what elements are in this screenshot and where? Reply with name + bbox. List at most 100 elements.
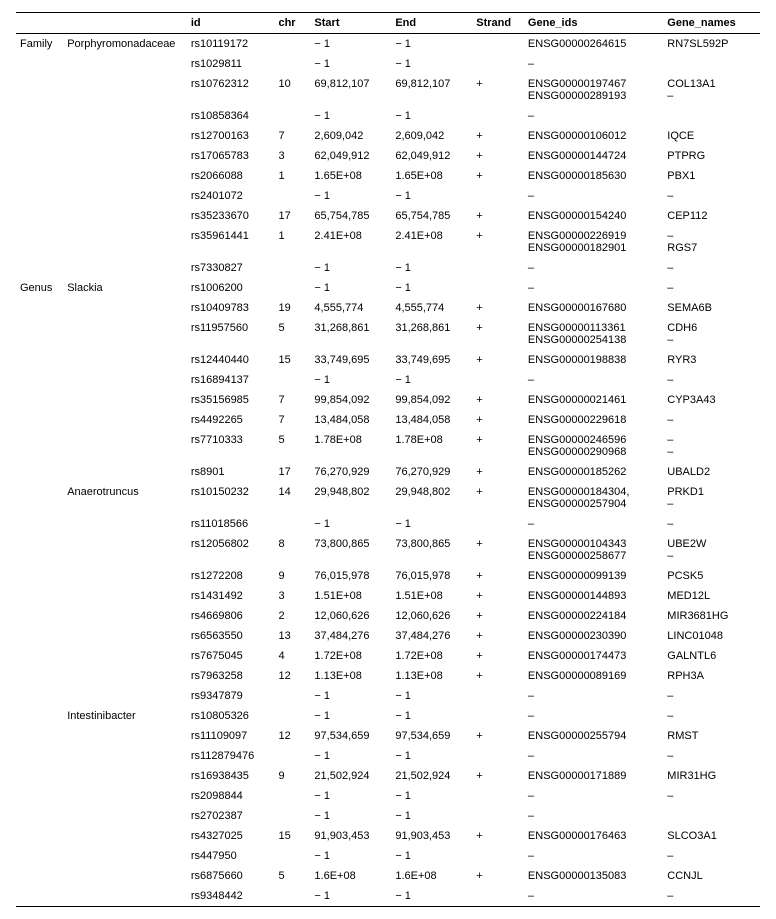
cell-level <box>16 686 63 706</box>
cell-start: 37,484,276 <box>310 626 391 646</box>
table-row: rs35156985799,854,09299,854,092+ENSG0000… <box>16 390 760 410</box>
cell-taxon: Intestinibacter <box>63 706 187 726</box>
cell-strand: + <box>472 586 524 606</box>
cell-gene_names: PRKD1– <box>663 482 760 514</box>
cell-chr: 7 <box>274 126 310 146</box>
cell-id: rs4327025 <box>187 826 275 846</box>
cell-start: 1.13E+08 <box>310 666 391 686</box>
table-row: rs112879476− 1− 1–– <box>16 746 760 766</box>
cell-chr <box>274 746 310 766</box>
cell-end: − 1 <box>391 806 472 826</box>
cell-gene_ids: – <box>524 886 663 907</box>
cell-gene_ids: ENSG00000224184 <box>524 606 663 626</box>
table-row: rs7330827− 1− 1–– <box>16 258 760 278</box>
header-taxon <box>63 13 187 34</box>
cell-strand <box>472 706 524 726</box>
header-row: id chr Start End Strand Gene_ids Gene_na… <box>16 13 760 34</box>
cell-id: rs11957560 <box>187 318 275 350</box>
cell-chr: 9 <box>274 766 310 786</box>
cell-taxon <box>63 186 187 206</box>
cell-id: rs9348442 <box>187 886 275 907</box>
cell-level <box>16 846 63 866</box>
cell-gene_ids: ENSG00000185262 <box>524 462 663 482</box>
cell-id: rs35156985 <box>187 390 275 410</box>
cell-chr <box>274 686 310 706</box>
table-row: FamilyPorphyromonadaceaers10119172− 1− 1… <box>16 34 760 55</box>
cell-id: rs1006200 <box>187 278 275 298</box>
cell-level <box>16 350 63 370</box>
cell-id: rs9347879 <box>187 686 275 706</box>
cell-taxon <box>63 806 187 826</box>
cell-end: 29,948,802 <box>391 482 472 514</box>
cell-end: − 1 <box>391 706 472 726</box>
cell-chr: 17 <box>274 462 310 482</box>
cell-end: − 1 <box>391 846 472 866</box>
cell-chr <box>274 806 310 826</box>
cell-taxon <box>63 226 187 258</box>
cell-level: Family <box>16 34 63 55</box>
cell-gene_ids: – <box>524 514 663 534</box>
cell-end: 2.41E+08 <box>391 226 472 258</box>
cell-strand: + <box>472 146 524 166</box>
cell-taxon <box>63 350 187 370</box>
cell-start: 2,609,042 <box>310 126 391 146</box>
cell-end: − 1 <box>391 886 472 907</box>
table-row: rs1272208976,015,97876,015,978+ENSG00000… <box>16 566 760 586</box>
cell-gene_names: MIR3681HG <box>663 606 760 626</box>
snp-table: id chr Start End Strand Gene_ids Gene_na… <box>16 12 760 907</box>
cell-taxon: Anaerotruncus <box>63 482 187 514</box>
cell-chr <box>274 34 310 55</box>
cell-chr: 7 <box>274 390 310 410</box>
cell-chr: 12 <box>274 726 310 746</box>
cell-end: 21,502,924 <box>391 766 472 786</box>
cell-strand <box>472 786 524 806</box>
cell-level <box>16 806 63 826</box>
cell-gene_ids: – <box>524 706 663 726</box>
table-row: rs2098844− 1− 1–– <box>16 786 760 806</box>
cell-end: 12,060,626 <box>391 606 472 626</box>
cell-gene_names: PBX1 <box>663 166 760 186</box>
cell-gene_names: – <box>663 686 760 706</box>
cell-chr: 12 <box>274 666 310 686</box>
cell-gene_names: SEMA6B <box>663 298 760 318</box>
cell-id: rs1029811 <box>187 54 275 74</box>
cell-gene_ids: ENSG00000135083 <box>524 866 663 886</box>
cell-taxon <box>63 626 187 646</box>
cell-strand: + <box>472 606 524 626</box>
cell-start: 62,049,912 <box>310 146 391 166</box>
cell-gene_names: – <box>663 786 760 806</box>
cell-strand: + <box>472 350 524 370</box>
cell-level <box>16 482 63 514</box>
table-row: rs771033351.78E+081.78E+08+ENSG000002465… <box>16 430 760 462</box>
cell-gene_names: – <box>663 514 760 534</box>
cell-id: rs10119172 <box>187 34 275 55</box>
cell-start: − 1 <box>310 746 391 766</box>
cell-chr <box>274 258 310 278</box>
cell-gene_ids: ENSG00000184304,ENSG00000257904 <box>524 482 663 514</box>
cell-gene_ids: ENSG00000255794 <box>524 726 663 746</box>
cell-taxon <box>63 826 187 846</box>
cell-end: 37,484,276 <box>391 626 472 646</box>
cell-id: rs7675045 <box>187 646 275 666</box>
cell-gene_ids: ENSG00000229618 <box>524 410 663 430</box>
cell-strand <box>472 54 524 74</box>
cell-strand: + <box>472 126 524 146</box>
cell-end: 1.72E+08 <box>391 646 472 666</box>
cell-chr <box>274 886 310 907</box>
cell-strand: + <box>472 666 524 686</box>
cell-start: 31,268,861 <box>310 318 391 350</box>
cell-gene_names <box>663 106 760 126</box>
cell-gene_names: – <box>663 370 760 390</box>
cell-taxon <box>63 298 187 318</box>
table-row: rs12056802873,800,86573,800,865+ENSG0000… <box>16 534 760 566</box>
cell-chr: 5 <box>274 430 310 462</box>
cell-end: − 1 <box>391 278 472 298</box>
cell-level <box>16 514 63 534</box>
table-row: rs1029811− 1− 1– <box>16 54 760 74</box>
header-start: Start <box>310 13 391 34</box>
cell-end: 1.51E+08 <box>391 586 472 606</box>
cell-taxon <box>63 410 187 430</box>
cell-start: 21,502,924 <box>310 766 391 786</box>
cell-gene_ids: ENSG00000106012 <box>524 126 663 146</box>
cell-gene_ids: – <box>524 278 663 298</box>
